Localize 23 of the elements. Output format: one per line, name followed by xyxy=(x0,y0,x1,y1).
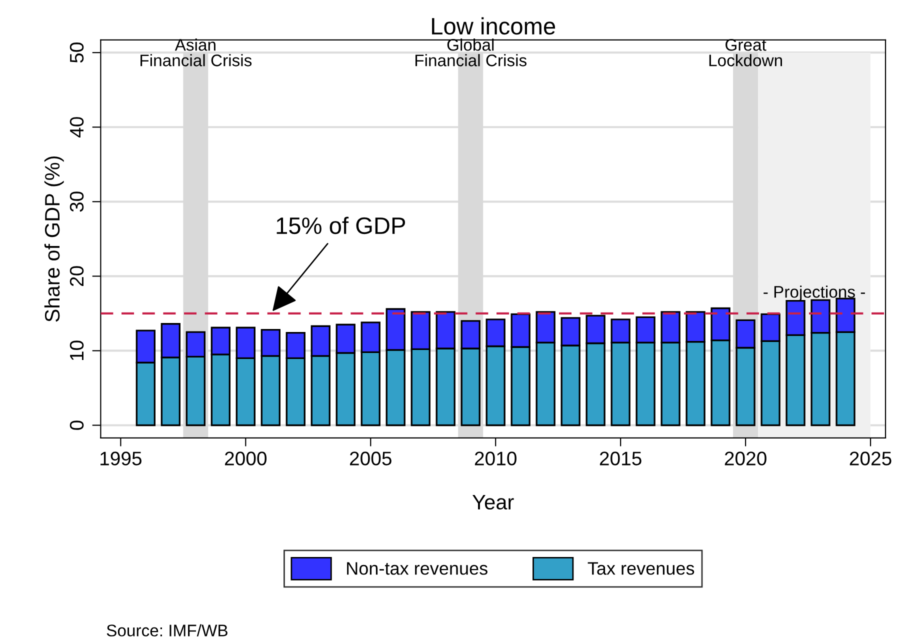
y-tick-label: 10 xyxy=(70,340,84,360)
x-tick-label: 2010 xyxy=(474,452,516,466)
x-tick-label: 1995 xyxy=(100,452,142,466)
x-tick-label: 2000 xyxy=(225,452,267,466)
x-tick-label: 2005 xyxy=(350,452,392,466)
x-tick-label: 2020 xyxy=(724,452,766,466)
band-label: Great Lockdown xyxy=(709,38,782,66)
y-tick-label: 30 xyxy=(70,192,84,212)
y-tick-label: 50 xyxy=(70,42,84,63)
band-label: Asian Financial Crisis xyxy=(140,38,252,66)
x-tick-label: 2015 xyxy=(600,452,642,466)
y-tick-label: 20 xyxy=(70,266,84,286)
band-label: - Projections - xyxy=(764,286,865,302)
y-tick-label: 40 xyxy=(70,117,84,138)
y-tick-label: 0 xyxy=(70,420,84,430)
x-tick-label: 2025 xyxy=(850,452,892,466)
legend-label: Non-tax revenues xyxy=(347,562,488,575)
x-axis-title: Year xyxy=(472,495,514,510)
legend-label: Tax revenues xyxy=(588,562,694,575)
y-axis-title: Share of GDP (%) xyxy=(44,156,64,322)
annotation: 15% of GDP xyxy=(276,216,406,234)
source-note: Source: IMF/WB xyxy=(106,624,228,636)
chart-title: Low income xyxy=(432,17,556,35)
